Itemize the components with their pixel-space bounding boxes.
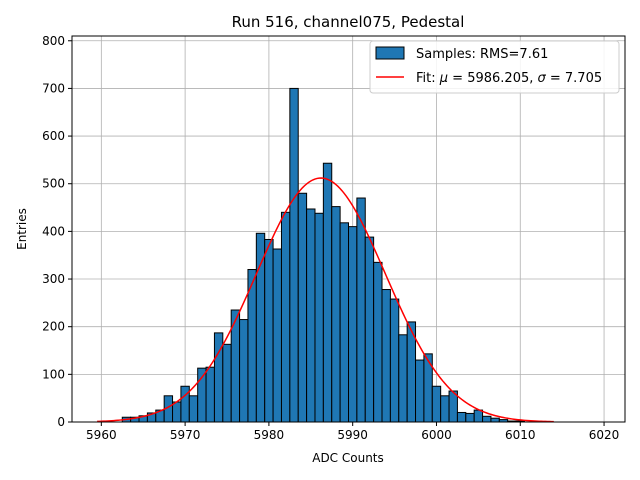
- y-axis-label: Entries: [15, 208, 29, 250]
- histogram-bar: [389, 298, 400, 423]
- histogram-bar: [272, 248, 282, 423]
- histogram-bar: [339, 222, 350, 423]
- histogram-bar: [331, 206, 341, 423]
- histogram-bar: [255, 232, 266, 423]
- y-tick-label: 500: [42, 177, 65, 191]
- legend-fit-sigma-symbol: σ: [538, 71, 547, 86]
- gaussian-fit-line: [97, 177, 554, 423]
- grid: [72, 36, 625, 423]
- legend-fit-sigma-value: = 7.705: [546, 71, 602, 86]
- chart-title: Run 516, channel075, Pedestal: [232, 13, 465, 31]
- histogram-bar: [188, 395, 199, 423]
- histogram-bar: [264, 238, 274, 423]
- x-tick-label: 6000: [421, 428, 452, 442]
- histogram-bar: [348, 226, 358, 423]
- y-tick-label: 600: [42, 129, 65, 143]
- histogram-bar: [482, 415, 492, 423]
- y-tick-label: 700: [42, 81, 65, 95]
- histogram-bar: [280, 211, 291, 423]
- y-tick-label: 200: [42, 320, 65, 334]
- histogram-bar: [456, 411, 467, 423]
- legend-fit-mu-symbol: μ: [439, 71, 448, 86]
- histogram-bar: [431, 385, 442, 423]
- y-tick-label: 400: [42, 224, 65, 238]
- histogram-bar: [289, 87, 299, 423]
- x-tick-label: 6020: [589, 428, 620, 442]
- histogram-bar: [465, 412, 475, 423]
- legend-histogram-patch: [375, 46, 405, 60]
- histogram-bar: [306, 208, 316, 423]
- y-tick-label: 0: [57, 415, 65, 429]
- histogram-bar: [247, 269, 257, 423]
- y-tick-label: 100: [42, 367, 65, 381]
- histogram-bar: [239, 319, 249, 423]
- x-tick-label: 5970: [170, 428, 201, 442]
- histogram-bar: [205, 366, 215, 423]
- histogram-bar: [172, 401, 182, 423]
- x-tick-label: 5990: [337, 428, 368, 442]
- x-axis-label: ADC Counts: [312, 451, 384, 465]
- histogram-bars: [121, 87, 525, 423]
- y-tick-label: 300: [42, 272, 65, 286]
- legend-box: [369, 40, 620, 94]
- histogram-bar: [222, 343, 232, 423]
- histogram-bar: [356, 197, 366, 423]
- histogram-bar: [440, 395, 450, 423]
- legend-fit-label: Fit: μ = 5986.205, σ = 7.705: [416, 71, 602, 86]
- x-axis-ticks: 5960 5970 5980 5990 6000 6010 6020: [86, 422, 619, 442]
- histogram-bar: [398, 334, 408, 423]
- x-tick-label: 6010: [505, 428, 536, 442]
- histogram-bar: [415, 359, 425, 423]
- y-tick-label: 800: [42, 34, 65, 48]
- legend-fit-mu-value: = 5986.205,: [448, 71, 537, 86]
- y-axis-ticks: 0 100 200 300 400 500 600 700 800: [42, 34, 72, 429]
- histogram-bar: [322, 162, 333, 423]
- x-tick-label: 5980: [254, 428, 285, 442]
- histogram-bar: [314, 212, 324, 423]
- histogram-bar: [490, 417, 500, 423]
- x-tick-label: 5960: [86, 428, 117, 442]
- legend: Samples: RMS=7.61 Fit: μ = 5986.205, σ =…: [369, 40, 620, 94]
- histogram-bar: [381, 289, 391, 423]
- histogram-bar: [373, 261, 383, 423]
- legend-fit-prefix: Fit:: [416, 71, 440, 86]
- histogram-bar: [297, 192, 308, 423]
- histogram-bar: [364, 236, 375, 423]
- histogram-bar: [473, 409, 484, 423]
- legend-histogram-label: Samples: RMS=7.61: [416, 47, 548, 62]
- plot-frame: [71, 35, 626, 423]
